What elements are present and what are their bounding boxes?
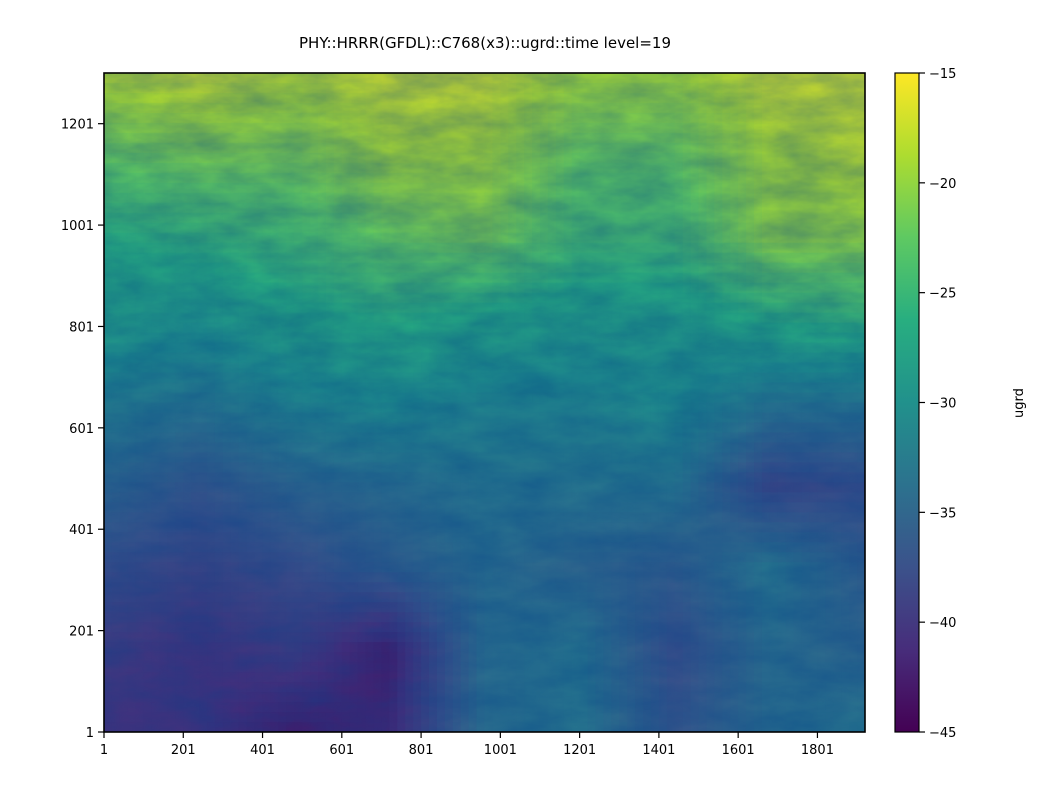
chart-title: PHY::HRRR(GFDL)::C768(x3)::ugrd::time le… bbox=[299, 34, 671, 52]
heatmap-area bbox=[103, 72, 866, 733]
